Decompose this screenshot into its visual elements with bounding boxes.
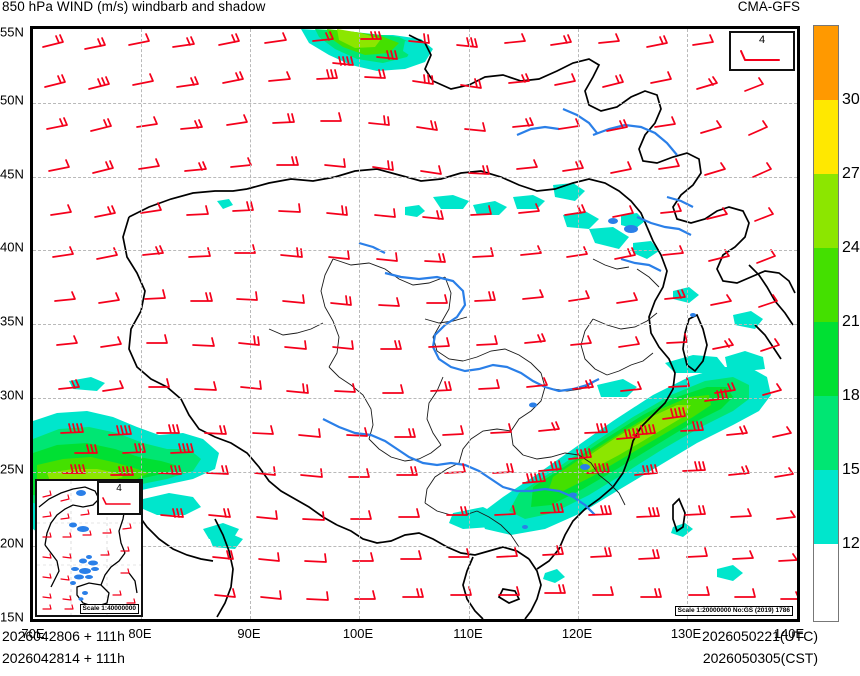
model-label: CMA-GFS bbox=[737, 0, 800, 14]
y-tick-20N: 20N bbox=[0, 535, 24, 551]
map-frame: 4 Scale 1:20000000 No:GS (2019) 1786 bbox=[30, 26, 800, 622]
x-tick-110E: 110E bbox=[453, 626, 483, 641]
windbarb-legend-value: 4 bbox=[758, 34, 766, 46]
colorbar-seg-30plus bbox=[814, 26, 838, 100]
page-title: 850 hPa WIND (m/s) windbarb and shadow bbox=[2, 0, 266, 14]
colorbar-tick-21: 21 bbox=[842, 313, 860, 330]
y-tick-35N: 35N bbox=[0, 313, 24, 329]
colorbar-tick-30: 30 bbox=[842, 91, 860, 108]
shaded-region-mongolia bbox=[301, 29, 433, 71]
x-tick-130E: 130E bbox=[670, 626, 702, 641]
colorbar-tick-24: 24 bbox=[842, 239, 860, 256]
map-plot-area bbox=[33, 29, 797, 619]
colorbar-seg-24-27 bbox=[814, 174, 838, 248]
valid-time-cst: 2026050305(CST) bbox=[702, 650, 818, 666]
init-time-cst: 2026042814 + 111h bbox=[2, 650, 125, 666]
gridline-45N bbox=[33, 177, 797, 178]
inset-windbarb-symbol bbox=[102, 497, 131, 505]
x-tick-140E: 140E bbox=[773, 626, 805, 641]
colorbar-seg-below12 bbox=[814, 544, 838, 621]
inset-windbarb-legend-value: 4 bbox=[116, 483, 122, 494]
y-tick-30N: 30N bbox=[0, 387, 24, 403]
wind-barbs bbox=[42, 31, 797, 601]
y-tick-40N: 40N bbox=[0, 239, 24, 255]
x-tick-100E: 100E bbox=[342, 626, 374, 641]
gridline-50N bbox=[33, 103, 797, 104]
colorbar-tick-12: 12 bbox=[842, 535, 860, 552]
windbarb-legend: 4 bbox=[729, 31, 795, 71]
x-tick-70E: 70E bbox=[21, 626, 45, 641]
windbarb-legend-symbol bbox=[740, 50, 780, 61]
x-tick-80E: 80E bbox=[128, 626, 152, 641]
map-scale-tag: Scale 1:20000000 No:GS (2019) 1786 bbox=[674, 606, 793, 616]
inset-windbarb-legend: 4 bbox=[97, 481, 141, 515]
colorbar: 30 27 24 21 18 15 12 bbox=[813, 25, 860, 622]
y-tick-45N: 45N bbox=[0, 166, 24, 182]
inset-scale-tag: Scale 1:40000000 bbox=[79, 604, 139, 614]
gridline-20N bbox=[33, 546, 797, 547]
wind-field-svg bbox=[33, 29, 797, 619]
colorbar-seg-21-24 bbox=[814, 248, 838, 322]
y-tick-25N: 25N bbox=[0, 461, 24, 477]
y-tick-50N: 50N bbox=[0, 92, 24, 108]
init-time-utc: 2026042806 + 111h bbox=[2, 628, 125, 644]
colorbar-seg-18-21 bbox=[814, 322, 838, 396]
south-china-sea-inset: 4 Scale 1:40000000 bbox=[35, 479, 143, 617]
valid-time-utc: 2026050221(UTC) bbox=[702, 628, 818, 644]
rivers bbox=[322, 107, 694, 516]
shaded-region-northeast-china bbox=[217, 183, 659, 259]
colorbar-seg-27-30 bbox=[814, 100, 838, 174]
x-tick-90E: 90E bbox=[237, 626, 261, 641]
colorbar-seg-12-15 bbox=[814, 470, 838, 544]
shaded-region-east-china-jet bbox=[449, 287, 771, 581]
gridline-35N bbox=[33, 324, 797, 325]
lakes bbox=[522, 218, 696, 529]
y-tick-55N: 55N bbox=[0, 24, 24, 40]
gridline-25N bbox=[33, 472, 797, 473]
coastlines bbox=[122, 34, 796, 619]
gridline-40N bbox=[33, 250, 797, 251]
colorbar-tick-15: 15 bbox=[842, 461, 860, 478]
x-tick-120E: 120E bbox=[561, 626, 593, 641]
colorbar-tick-18: 18 bbox=[842, 387, 860, 404]
colorbar-seg-15-18 bbox=[814, 396, 838, 470]
colorbar-tick-27: 27 bbox=[842, 165, 860, 182]
inset-map-svg bbox=[37, 481, 141, 615]
y-tick-15N: 15N bbox=[0, 609, 24, 625]
gridline-30N bbox=[33, 398, 797, 399]
